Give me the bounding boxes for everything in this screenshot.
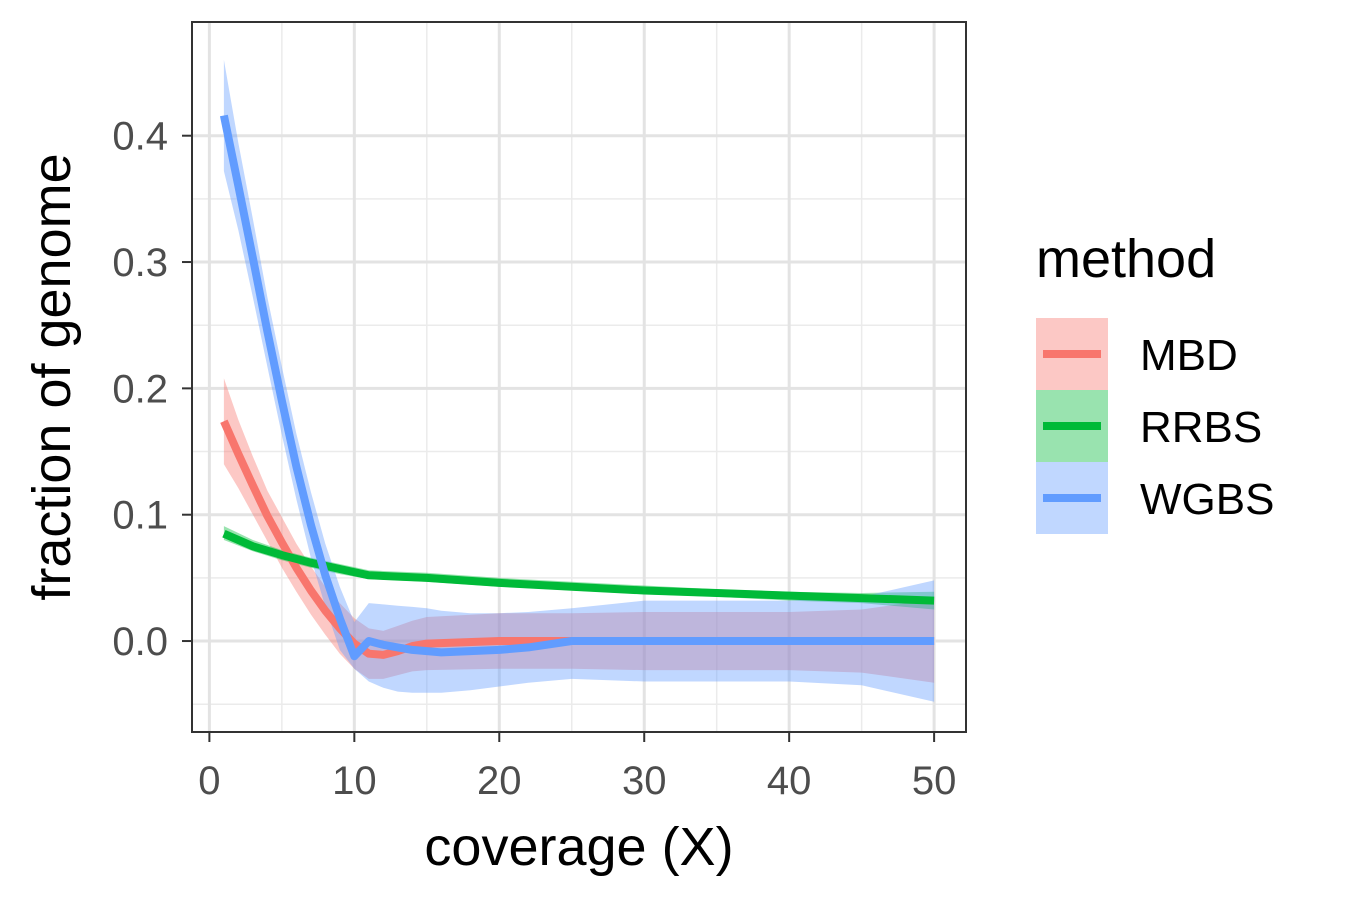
x-tick-label: 10 (332, 759, 377, 803)
legend-label-mbd: MBD (1140, 331, 1238, 380)
x-tick-label: 20 (477, 759, 522, 803)
legend: method MBD RRBS WGBS (1036, 229, 1274, 534)
y-tick-label: 0.3 (112, 241, 168, 285)
line-wgbs (219, 114, 935, 661)
x-tick-label: 0 (198, 759, 220, 803)
plot-panel (192, 22, 966, 732)
y-tick-label: 0.4 (112, 115, 168, 159)
x-tick-label: 40 (767, 759, 812, 803)
y-tick-label: 0.0 (112, 620, 168, 664)
series-lines (219, 114, 935, 661)
line-rrbs (222, 530, 935, 605)
ribbon-mbd (223, 378, 935, 683)
x-tick-label: 30 (622, 759, 667, 803)
legend-title: method (1036, 229, 1216, 289)
y-tick-label: 0.2 (112, 367, 168, 411)
x-axis: 0 10 20 30 40 50 (198, 732, 956, 803)
y-axis-title: fraction of genome (22, 153, 82, 600)
x-axis-title: coverage (X) (424, 817, 733, 877)
plot-border (191, 21, 967, 733)
y-axis: 0.0 0.1 0.2 0.3 0.4 (112, 115, 192, 664)
x-tick-label: 50 (912, 759, 957, 803)
grid-major (192, 22, 966, 732)
legend-label-wgbs: WGBS (1140, 475, 1274, 524)
grid-minor (192, 22, 966, 732)
y-tick-label: 0.1 (112, 494, 168, 538)
legend-label-rrbs: RRBS (1140, 403, 1262, 452)
